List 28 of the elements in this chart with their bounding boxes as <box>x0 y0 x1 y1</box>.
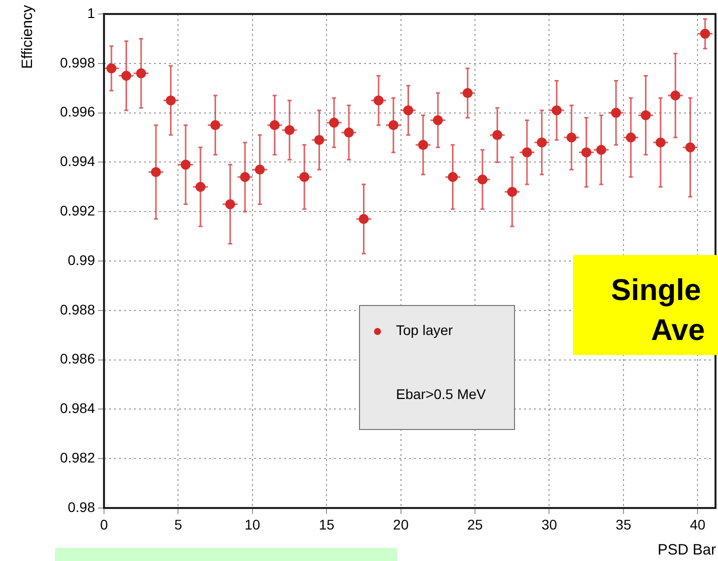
y-tick-label: 0.996 <box>60 104 96 120</box>
x-tick-label: 40 <box>690 516 706 532</box>
y-tick-label: 0.99 <box>68 252 96 268</box>
y-tick-label: 0.992 <box>60 202 96 218</box>
annotation: Ave <box>650 313 706 349</box>
x-tick-label: 20 <box>393 516 409 532</box>
legend-panel: Top layer Ebar>0.5 MeV <box>359 305 515 430</box>
y-axis-title: Efficiency <box>19 4 36 69</box>
y-tick-label: 0.998 <box>60 54 96 70</box>
y-tick-label: 0.984 <box>60 400 96 416</box>
x-tick-label: 25 <box>467 516 484 532</box>
callout-box: Single Ave <box>573 255 718 355</box>
y-tick-label: 0.994 <box>60 153 96 170</box>
y-tick-label: 0.98 <box>68 498 96 515</box>
y-tick-label: 0.988 <box>60 301 96 318</box>
x-axis-title: PSD Bar <box>658 542 716 559</box>
y-tick-label: 0.982 <box>60 449 96 466</box>
x-tick-label: 10 <box>244 516 260 532</box>
x-tick-label: 35 <box>616 516 632 532</box>
x-tick-label: 30 <box>541 516 558 532</box>
x-tick-label: 0 <box>100 516 108 532</box>
annotation: Single <box>611 273 702 309</box>
x-tick-label: 15 <box>318 516 335 532</box>
annotation: Ebar>0.5 MeV <box>396 386 486 402</box>
legend-label: Top layer <box>396 322 453 338</box>
y-tick-label: 1 <box>87 4 96 21</box>
y-tick-label: 0.986 <box>60 350 96 367</box>
x-tick-label: 5 <box>174 516 182 532</box>
